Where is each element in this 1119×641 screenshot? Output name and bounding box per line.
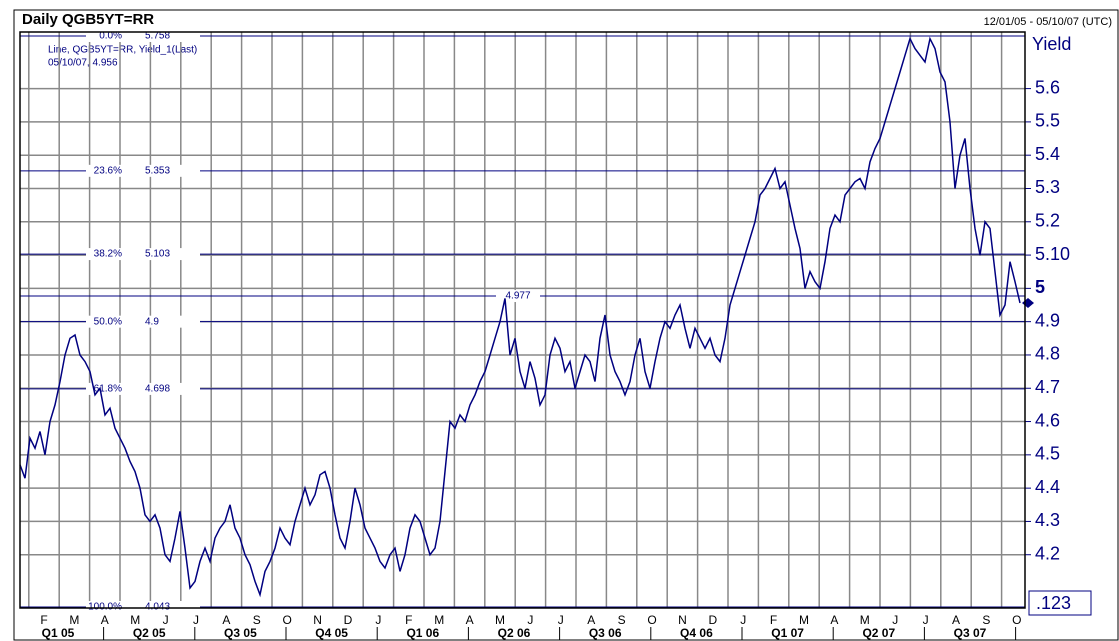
quarter-label: Q4 06 [680,626,713,640]
x-tick-label: M [69,613,79,627]
fib-pct: 0.0% [99,31,122,42]
x-tick-label: F [40,613,47,627]
x-tick-label: D [708,613,717,627]
quarter-label: Q1 07 [771,626,804,640]
x-tick-label: A [952,613,960,627]
y-tick-label: 5.10 [1035,244,1070,264]
x-tick-label: J [740,613,746,627]
quarter-label: Q3 07 [954,626,987,640]
x-tick-label: O [647,613,656,627]
x-tick-label: F [405,613,412,627]
x-tick-label: M [495,613,505,627]
x-tick-label: F [770,613,777,627]
x-tick-label: N [313,613,322,627]
y-tick-label: 5.5 [1035,111,1060,131]
x-tick-label: M [860,613,870,627]
quarter-label: Q2 05 [133,626,166,640]
y-tick-label: 4.2 [1035,543,1060,563]
last-text: 05/10/07, 4.956 [48,58,118,69]
quarter-label: Q2 07 [862,626,895,640]
x-tick-label: A [466,613,474,627]
fib-label-bg [86,29,200,42]
y-tick-label: 4.4 [1035,477,1060,497]
y-tick-label: 4.7 [1035,377,1060,397]
x-tick-label: J [375,613,381,627]
quarter-label: Q3 05 [224,626,257,640]
marker-label-bg [496,290,540,303]
corner-label: .123 [1036,593,1071,613]
fib-pct: 23.6% [94,165,122,176]
x-tick-label: J [923,613,929,627]
fib-value: 4.043 [145,602,170,613]
y-tick-label: 5.6 [1035,77,1060,97]
quarter-label: Q2 06 [498,626,531,640]
fib-pct: 100.0% [88,602,122,613]
x-tick-label: N [678,613,687,627]
x-tick-label: J [558,613,564,627]
y-tick-label: 5.2 [1035,211,1060,231]
fib-label-bg [86,164,200,177]
fib-label-bg [86,248,200,261]
y-tick-label: 4.3 [1035,510,1060,530]
outer-frame [13,9,1119,641]
quarter-label: Q1 05 [42,626,75,640]
x-tick-label: J [163,613,169,627]
quarter-label: Q1 06 [406,626,439,640]
x-tick-label: S [618,613,626,627]
fib-value: 5.758 [145,31,170,42]
x-tick-label: M [434,613,444,627]
fib-value: 4.698 [145,384,170,395]
fib-value: 5.103 [145,249,170,260]
chart-title: Daily QGB5YT=RR [22,11,154,28]
y-tick-label: 4.5 [1035,444,1060,464]
fib-value: 5.353 [145,165,170,176]
quarter-label: Q3 06 [589,626,622,640]
fib-label-bg [86,601,200,614]
x-tick-label: S [982,613,990,627]
fib-pct: 61.8% [94,384,122,395]
y-tick-label: 5.3 [1035,177,1060,197]
x-tick-label: A [222,613,230,627]
x-tick-label: M [799,613,809,627]
x-tick-label: O [1012,613,1021,627]
x-tick-label: J [892,613,898,627]
x-tick-label: M [130,613,140,627]
x-tick-label: O [283,613,292,627]
fib-value: 4.9 [145,316,159,327]
fib-pct: 50.0% [94,316,122,327]
x-tick-label: J [527,613,533,627]
x-tick-label: S [253,613,261,627]
fib-pct: 38.2% [94,249,122,260]
y-tick-label: 4.9 [1035,310,1060,330]
y-axis-label: Yield [1032,34,1071,54]
x-tick-label: A [101,613,109,627]
x-tick-label: J [193,613,199,627]
fib-label-bg [86,382,200,395]
y-tick-label: 5 [1035,277,1045,297]
corner-box [1028,590,1092,616]
price-line [19,36,1021,598]
legend-text: Line, QGB5YT=RR, Yield_1(Last) [48,45,197,56]
plot-frame [19,31,1026,609]
y-tick-label: 5.4 [1035,144,1060,164]
quarter-label: Q4 05 [315,626,348,640]
chart-subtitle: 12/01/05 - 05/10/07 (UTC) [984,16,1112,28]
x-tick-label: D [344,613,353,627]
fib-label-bg [86,315,200,328]
marker-label: 4.977 [505,291,530,302]
y-tick-label: 4.8 [1035,344,1060,364]
x-tick-label: A [830,613,838,627]
y-tick-label: 4.6 [1035,410,1060,430]
x-tick-label: A [587,613,595,627]
